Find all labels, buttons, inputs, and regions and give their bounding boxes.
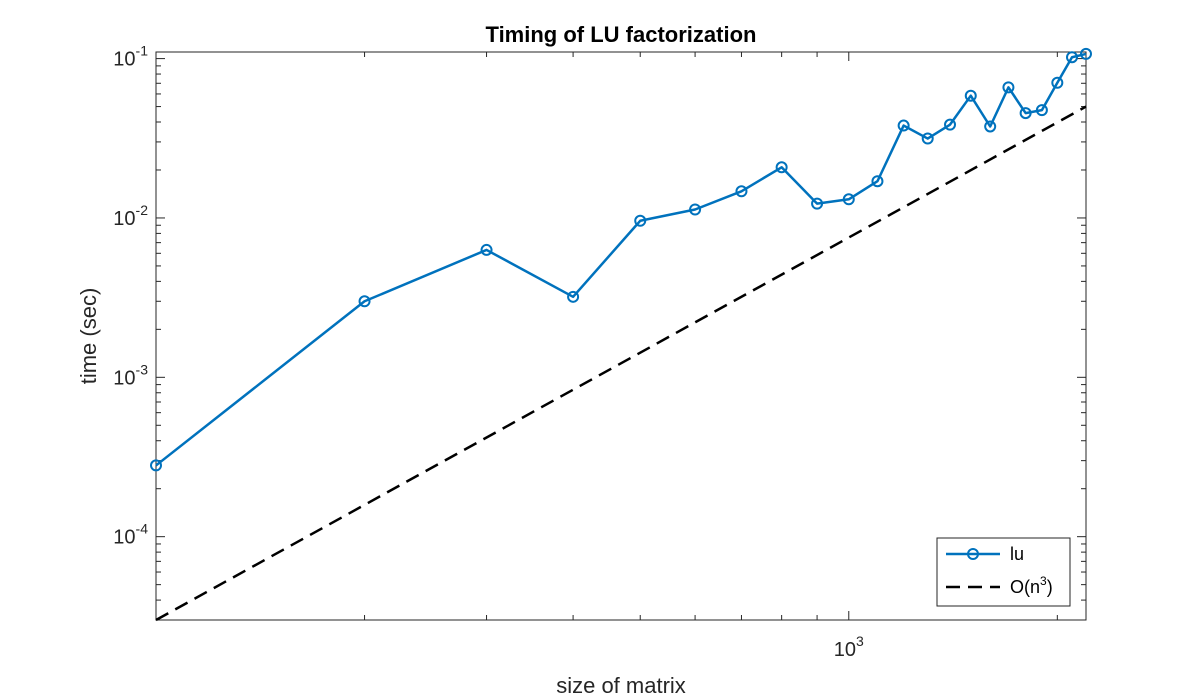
x-tick-label-exp: 3	[856, 633, 864, 649]
x-tick-label-base: 10	[834, 639, 856, 661]
x-axis-label: size of matrix	[556, 673, 686, 698]
data-point	[634, 214, 647, 227]
data-point	[1035, 104, 1048, 117]
y-tick-label-exp: -1	[136, 43, 149, 59]
data-point	[1066, 51, 1079, 64]
data-point	[964, 89, 977, 102]
axis-ticks	[155, 52, 1086, 621]
y-tick-label: 10-2	[113, 202, 148, 230]
y-tick-label-base: 10	[113, 527, 135, 549]
legend-label-lu: lu	[1010, 544, 1024, 564]
data-point	[1019, 107, 1032, 120]
data-point	[921, 132, 934, 145]
y-axis-label: time (sec)	[76, 288, 101, 385]
data-point	[358, 295, 371, 308]
series-line-on3	[155, 105, 1087, 622]
data-point	[811, 197, 824, 210]
legend: lu O(n3)	[936, 537, 1071, 607]
legend-label-on3-sup: 3	[1040, 574, 1047, 588]
data-point	[1051, 76, 1064, 89]
y-tick-label-exp: -2	[136, 202, 149, 218]
data-point	[897, 119, 910, 132]
y-tick-label-base: 10	[113, 208, 135, 230]
data-point	[480, 243, 493, 256]
legend-marker-lu	[967, 548, 979, 560]
legend-box	[936, 537, 1071, 607]
legend-label-on3-suffix: )	[1047, 577, 1053, 597]
plot-area	[155, 51, 1087, 621]
x-tick-label: 103	[834, 633, 864, 661]
data-point	[1080, 47, 1092, 60]
series-layer	[150, 47, 1092, 622]
data-point	[150, 459, 162, 472]
data-point	[567, 290, 580, 303]
data-point	[1002, 81, 1015, 94]
y-tick-label: 10-3	[113, 361, 148, 389]
y-tick-label-base: 10	[113, 49, 135, 71]
data-point	[735, 185, 748, 198]
y-tick-label: 10-1	[113, 43, 148, 71]
data-point	[871, 175, 884, 188]
chart-title: Timing of LU factorization	[486, 22, 757, 47]
legend-label-on3-base: O(n	[1010, 577, 1040, 597]
y-tick-label-exp: -3	[136, 361, 149, 377]
data-point	[775, 161, 788, 174]
y-tick-label-base: 10	[113, 367, 135, 389]
legend-label-on3: O(n3)	[1010, 574, 1053, 597]
data-point	[984, 120, 997, 133]
y-tick-label-exp: -4	[136, 521, 149, 537]
data-point	[842, 193, 855, 206]
data-point	[944, 118, 957, 131]
y-tick-label: 10-4	[113, 521, 148, 549]
series-line-lu	[155, 52, 1087, 467]
data-point	[689, 203, 702, 216]
